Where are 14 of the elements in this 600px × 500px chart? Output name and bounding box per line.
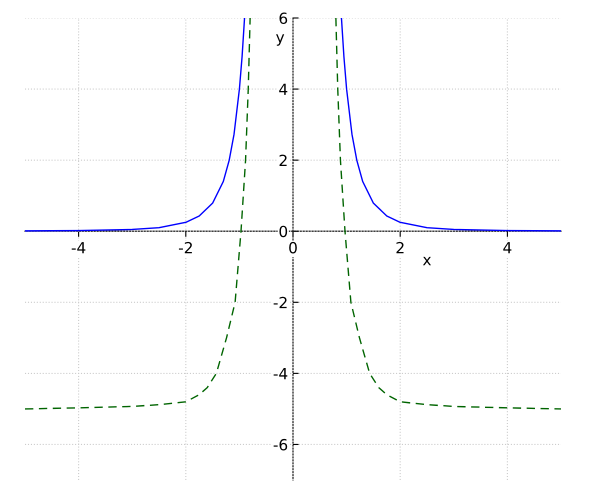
y-axis-title: y [276,34,284,46]
y-tick-label: 4 [279,84,288,95]
y-tick-label: -4 [274,368,288,380]
y-tick-label: -2 [274,296,287,308]
x-tick-label: 0 [289,242,297,254]
y-tick-label: 0 [279,226,288,238]
y-tick-label: 2 [280,154,287,166]
x-tick-label: -4 [72,242,86,254]
x-tick-label: 2 [396,242,404,254]
x-tick-label: -2 [178,242,192,254]
y-tick-label: 6 [279,12,288,24]
y-tick-label: -6 [274,438,288,450]
x-tick-label: 4 [503,242,512,254]
x-axis-title: x [422,256,432,266]
